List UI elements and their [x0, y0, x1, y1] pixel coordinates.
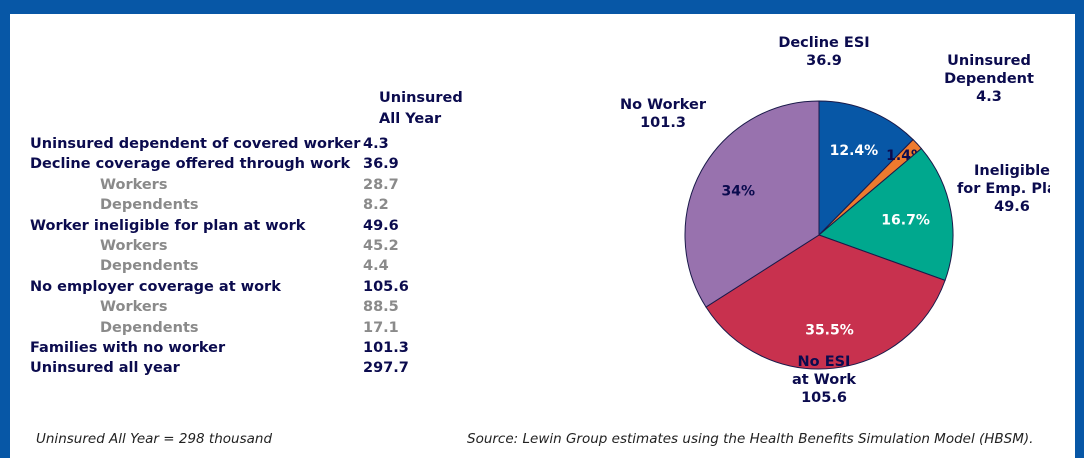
row-label: Worker ineligible for plan at work	[30, 217, 306, 234]
row-value: 101.3	[363, 340, 409, 356]
row-value: 17.1	[363, 319, 399, 336]
slice-category-label: Ineligible	[974, 163, 1050, 179]
row-value: 4.4	[363, 258, 389, 275]
pie-slice	[705, 234, 946, 370]
slice-category-label: 101.3	[640, 115, 686, 131]
row-label: Decline coverage offered through work	[30, 156, 351, 173]
pie-chart: 12.4%Decline ESI36.91.4%UninsuredDepende…	[620, 35, 1050, 406]
slice-category-label: Dependent	[944, 71, 1034, 87]
slice-percent-label: 34%	[722, 184, 756, 200]
slice-percent-label: 16.7%	[881, 212, 930, 228]
slice-category-label: at Work	[792, 372, 856, 388]
row-value: 45.2	[363, 238, 399, 254]
slice-category-label: 105.6	[801, 390, 847, 406]
row-value: 36.9	[363, 156, 399, 173]
header-line-2: All Year	[379, 111, 442, 127]
pie-slice	[818, 100, 914, 237]
row-label: Families with no worker	[30, 340, 226, 356]
row-value: 105.6	[363, 278, 409, 295]
footer-right: Source: Lewin Group estimates using the …	[467, 431, 1034, 447]
slice-category-label: 36.9	[806, 53, 842, 69]
header-line-1: Uninsured	[379, 90, 463, 106]
slice-category-label: 4.3	[976, 89, 1002, 105]
footer-left: Uninsured All Year = 298 thousand	[36, 431, 273, 447]
pie-slice	[684, 100, 820, 308]
row-label: Workers	[100, 176, 168, 193]
slice-percent-label: 12.4%	[830, 143, 879, 159]
row-value: 297.7	[363, 360, 409, 377]
row-label: No employer coverage at work	[30, 278, 281, 295]
slice-percent-label: 35.5%	[805, 322, 854, 338]
pie-slice	[818, 147, 954, 282]
slice-category-label: No ESI	[798, 354, 851, 370]
row-value: 28.7	[363, 176, 399, 193]
row-label: Uninsured all year	[30, 360, 180, 377]
row-label: Workers	[100, 238, 168, 254]
row-value: 88.5	[363, 299, 399, 316]
row-label: Dependents	[100, 258, 199, 275]
row-value: 49.6	[363, 217, 399, 234]
row-label: Uninsured dependent of covered worker	[30, 136, 361, 152]
row-label: Dependents	[100, 319, 199, 336]
table-header: Uninsured All Year	[379, 88, 463, 130]
row-value: 4.3	[363, 136, 389, 152]
slice-category-label: 49.6	[994, 199, 1030, 215]
row-label: Workers	[100, 299, 168, 316]
slice-category-label: Uninsured	[947, 53, 1031, 69]
row-label: Dependents	[100, 197, 199, 214]
slice-category-label: Decline ESI	[778, 35, 869, 51]
slice-category-label: for Emp. Plan	[957, 181, 1050, 197]
slice-category-label: No Worker	[620, 97, 707, 113]
row-value: 8.2	[363, 197, 389, 214]
